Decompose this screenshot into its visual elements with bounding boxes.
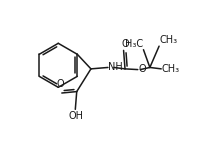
Text: O: O — [138, 64, 146, 74]
Text: OH: OH — [69, 111, 83, 121]
Text: NH: NH — [108, 62, 123, 72]
Text: H₃C: H₃C — [125, 39, 143, 49]
Text: O: O — [57, 80, 64, 89]
Text: O: O — [121, 39, 129, 49]
Text: CH₃: CH₃ — [162, 64, 180, 74]
Text: CH₃: CH₃ — [160, 36, 178, 45]
